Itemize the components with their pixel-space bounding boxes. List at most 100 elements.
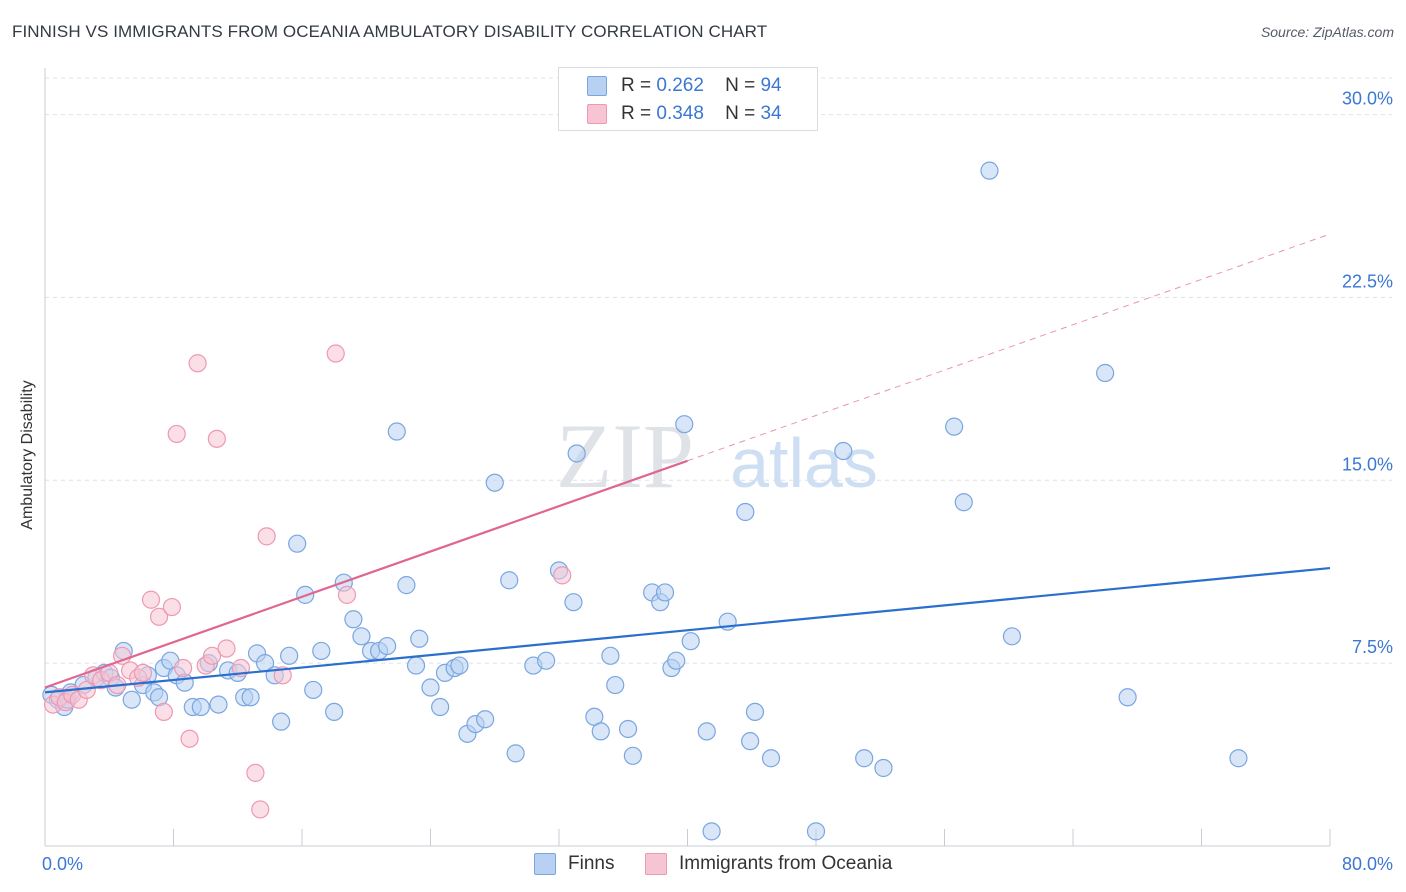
legend-n-value-finns: 94	[760, 75, 782, 96]
grid-layer	[45, 77, 1392, 664]
finns-point	[618, 719, 638, 739]
oceania-trend-extension	[687, 233, 1331, 462]
finns-point	[1118, 688, 1137, 707]
finns-point	[406, 656, 426, 675]
finns-point	[1229, 749, 1248, 768]
oceania-point	[337, 585, 357, 604]
finns-point	[675, 415, 694, 434]
oceania-point	[141, 590, 161, 609]
finns-point	[874, 758, 893, 778]
finns-point	[431, 697, 450, 717]
finns-point	[421, 678, 440, 697]
finns-point	[506, 744, 525, 763]
trend-layer	[44, 233, 1331, 694]
oceania-point	[246, 763, 265, 782]
finns-point	[623, 746, 642, 765]
y-tick-label: 22.5%	[1342, 271, 1393, 291]
correlation-legend: R = 0.262 N = 94 R = 0.348 N = 34	[558, 67, 818, 131]
legend-swatch-finns	[587, 76, 607, 96]
finns-point	[980, 161, 999, 180]
legend-swatch-oceania	[645, 853, 667, 875]
finns-point	[945, 417, 964, 436]
chart-title: FINNISH VS IMMIGRANTS FROM OCEANIA AMBUL…	[12, 22, 768, 41]
oceania-point	[188, 354, 207, 373]
finns-point	[476, 710, 495, 729]
y-tick-label: 15.0%	[1342, 454, 1393, 474]
source-label: Source: ZipAtlas.com	[1260, 24, 1394, 40]
finns-point	[761, 749, 781, 768]
finns-point	[745, 702, 765, 722]
finns-trend-line	[44, 566, 1331, 694]
oceania-point	[202, 646, 222, 665]
series-legend: Finns Immigrants from Oceania	[0, 851, 1406, 877]
oceania-point	[112, 646, 132, 665]
oceania-point	[133, 663, 153, 682]
finns-point	[537, 651, 556, 670]
finns-point	[122, 690, 141, 709]
legend-r-label: R =	[621, 75, 652, 96]
legend-r-value-oceania: 0.348	[656, 103, 704, 124]
legend-swatch-oceania	[587, 104, 607, 124]
finns-point	[387, 422, 406, 441]
oceania-trend-line	[44, 459, 688, 689]
legend-label-oceania: Immigrants from Oceania	[679, 853, 893, 874]
watermark-atlas: atlas	[730, 424, 878, 502]
oceania-point	[553, 566, 572, 585]
oceania-point	[257, 527, 276, 546]
finns-point	[209, 695, 228, 714]
finns-point	[954, 493, 973, 512]
x-tick-label-min: 0.0%	[42, 854, 83, 874]
oceania-point	[167, 424, 186, 444]
finns-point	[806, 822, 826, 841]
finns-point	[325, 702, 344, 722]
finns-point	[410, 629, 429, 648]
finns-point	[591, 722, 610, 741]
legend-swatch-finns	[534, 853, 556, 875]
finns-point	[697, 722, 716, 741]
oceania-point	[149, 607, 169, 626]
y-tick-label: 7.5%	[1352, 637, 1393, 657]
oceania-point	[180, 729, 199, 748]
oceania-point	[326, 344, 345, 363]
finns-point	[855, 749, 874, 768]
finns-point	[344, 610, 363, 629]
finns-point	[485, 473, 504, 492]
finns-point	[655, 583, 675, 602]
legend-r-label: R =	[621, 103, 652, 124]
finns-point	[741, 732, 760, 751]
tick-label-layer: 7.5% 15.0% 22.5% 30.0% 0.0% 80.0%	[42, 89, 1393, 874]
oceania-point	[162, 597, 181, 617]
finns-point	[304, 680, 323, 700]
legend-n-label: N =	[725, 75, 756, 96]
finns-point	[1002, 627, 1022, 646]
finns-point	[450, 656, 469, 675]
finns-point	[564, 593, 583, 612]
finns-point	[280, 646, 299, 665]
finns-point	[191, 697, 210, 717]
finns-point	[601, 646, 620, 665]
finns-point	[397, 576, 416, 595]
finns-point	[241, 688, 260, 707]
y-tick-label: 30.0%	[1342, 89, 1393, 109]
finns-point	[352, 627, 371, 646]
finns-point	[288, 534, 307, 553]
finns-point	[378, 636, 397, 656]
finns-point	[567, 444, 586, 463]
oceania-point	[273, 666, 292, 685]
legend-n-label: N =	[725, 103, 756, 124]
oceania-point	[207, 429, 226, 448]
oceania-point	[174, 658, 193, 678]
finns-point	[834, 441, 853, 461]
points-layer	[42, 161, 1248, 841]
legend-r-value-finns: 0.262	[656, 75, 704, 96]
oceania-point	[154, 702, 173, 722]
oceania-point	[251, 800, 270, 819]
finns-point	[736, 502, 755, 522]
finns-point	[606, 675, 625, 695]
finns-point	[312, 641, 331, 661]
finns-point	[500, 571, 519, 590]
finns-point	[272, 712, 291, 731]
axes-layer	[44, 68, 1331, 847]
finns-point	[681, 632, 700, 651]
